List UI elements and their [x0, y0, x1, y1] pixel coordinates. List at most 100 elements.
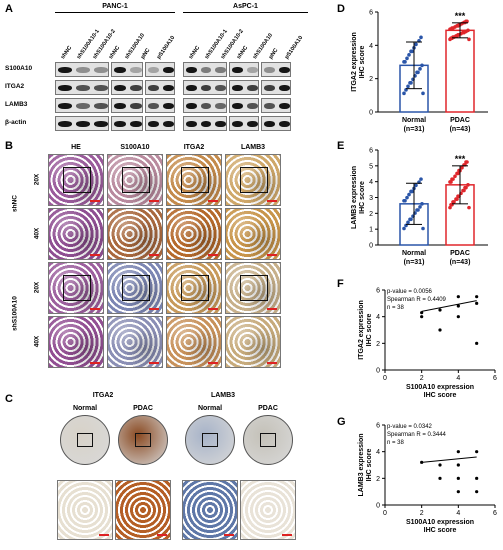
data-point — [463, 185, 467, 190]
blot-strip — [55, 80, 109, 95]
data-point — [448, 205, 452, 210]
data-point — [456, 33, 460, 37]
data-point — [414, 42, 418, 47]
data-point — [467, 37, 471, 42]
stat-annotation: Spearman R = 0.3444 — [387, 432, 447, 438]
scale-bar — [208, 200, 218, 202]
blot-band — [200, 121, 212, 127]
blot-strip — [261, 98, 291, 113]
blot-band — [58, 121, 72, 127]
blot-band — [232, 67, 243, 73]
zoom-box — [260, 433, 276, 447]
blot-band — [215, 67, 226, 73]
tma-zoom — [115, 480, 171, 540]
blot-strip — [229, 116, 259, 131]
scale-bar — [149, 254, 159, 256]
ihc-image — [107, 262, 163, 314]
data-point — [438, 463, 442, 467]
y-tick-label: 2 — [369, 76, 373, 83]
zoom-box — [77, 433, 93, 447]
ihc-c-title: ITGA2 — [92, 392, 114, 399]
scale-bar — [267, 200, 277, 202]
scale-bar — [267, 254, 277, 256]
blot-band — [232, 103, 243, 109]
scale-bar — [149, 362, 159, 364]
ihc-image — [166, 316, 222, 368]
blot-row-label: LAMB3 — [5, 101, 28, 108]
blot-band — [148, 67, 159, 73]
zoom-box — [181, 167, 209, 193]
y-tick-label: 0 — [369, 110, 373, 117]
blot-strip — [111, 62, 143, 77]
blot-band — [94, 103, 108, 109]
blot-band — [279, 121, 290, 127]
blot-group-aspc1: AsPC-1 — [233, 3, 258, 10]
data-point — [420, 63, 424, 68]
data-point — [475, 490, 479, 494]
blot-band — [94, 85, 108, 91]
category-label: (n=31) — [404, 259, 425, 266]
blot-strip — [111, 116, 143, 131]
data-point — [456, 304, 460, 308]
blot-band — [148, 103, 159, 109]
data-point — [402, 91, 406, 96]
data-point — [456, 463, 460, 467]
blot-band — [76, 121, 90, 127]
ihc-c-column: Normal — [197, 405, 223, 412]
scale-bar — [224, 534, 234, 536]
blot-strip — [183, 116, 227, 131]
blot-band — [279, 67, 290, 73]
category-label: PDAC — [450, 117, 470, 124]
y-tick-label: 2 — [376, 341, 380, 348]
zoom-box — [63, 167, 91, 193]
blot-strip — [183, 80, 227, 95]
panel-label-c: C — [5, 393, 13, 405]
y-tick-label: 6 — [376, 288, 380, 295]
data-point — [408, 81, 412, 85]
y-tick-label: 5 — [369, 163, 373, 170]
x-tick-label: 4 — [456, 375, 460, 382]
y-tick-label: 0 — [376, 503, 380, 510]
data-point — [438, 328, 442, 332]
blot-strip — [145, 62, 175, 77]
data-point — [451, 200, 455, 204]
data-point — [456, 490, 460, 494]
data-point — [438, 308, 442, 312]
stat-annotation: p-value = 0.0056 — [387, 289, 433, 295]
data-point — [420, 315, 424, 319]
y-tick-label: 4 — [369, 43, 373, 50]
blot-band — [163, 121, 174, 127]
ihc-image — [225, 316, 281, 368]
data-point — [421, 226, 425, 231]
data-point — [407, 53, 411, 57]
data-point — [456, 450, 460, 454]
blot-band — [186, 103, 197, 109]
blot-strip — [261, 80, 291, 95]
blot-row-label: S100A10 — [5, 65, 33, 72]
blot-band — [76, 103, 90, 109]
ihc-column-header: HE — [71, 144, 81, 151]
blot-band — [232, 85, 243, 91]
blot-strip — [111, 80, 143, 95]
scale-bar — [267, 308, 277, 310]
blot-strip — [229, 98, 259, 113]
data-point — [406, 220, 410, 225]
blot-band — [200, 103, 212, 109]
data-point — [464, 19, 468, 24]
tma-zoom — [240, 480, 296, 540]
y-axis-label: IHC score — [366, 314, 373, 347]
data-point — [418, 205, 422, 209]
blot-strip — [145, 98, 175, 113]
blot-band — [114, 67, 126, 73]
blot-band — [58, 85, 72, 91]
y-axis-label: IHC score — [359, 46, 366, 79]
panel-label-e: E — [337, 140, 345, 152]
zoom-box — [240, 167, 268, 193]
data-point — [460, 165, 464, 170]
scale-bar — [267, 362, 277, 364]
panel-label-b: B — [5, 140, 13, 152]
y-tick-label: 6 — [369, 10, 373, 17]
blot-band — [186, 67, 197, 73]
blot-band — [130, 103, 142, 109]
tma-zoom — [182, 480, 238, 540]
